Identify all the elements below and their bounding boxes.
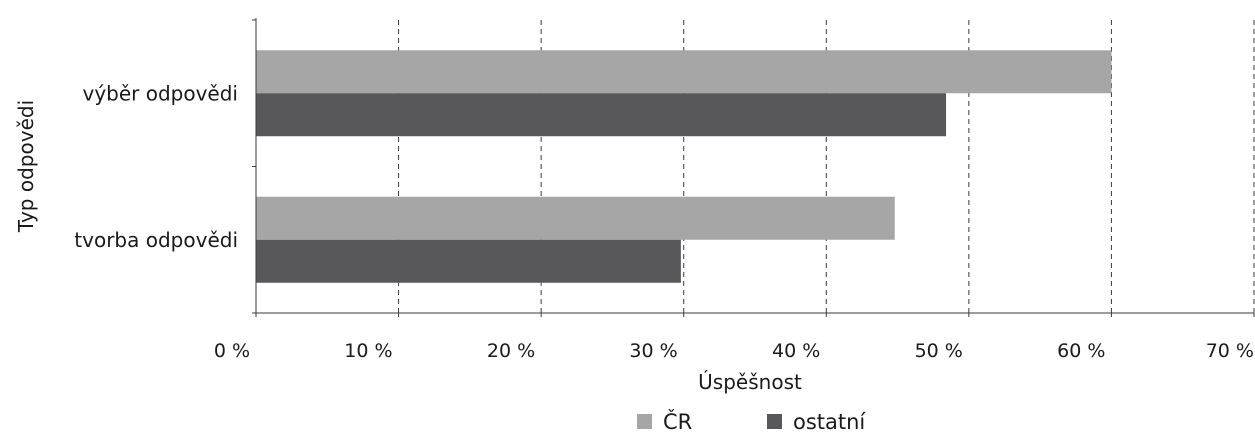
y-axis-title: Typ odpovědi <box>14 100 38 233</box>
legend: ČR ostatní <box>637 409 866 432</box>
category-label-vyber: výběr odpovědi <box>82 81 238 105</box>
bars <box>256 50 1112 283</box>
x-tick-label-40: 40 % <box>772 340 820 362</box>
bar-ostatni-vyber <box>256 93 947 137</box>
axes <box>252 18 1255 317</box>
x-tick-labels: 0 % 10 % 20 % 30 % 40 % 50 % 60 % 70 % <box>214 340 1254 362</box>
bar-cr-vyber <box>256 50 1112 94</box>
x-tick-label-70: 70 % <box>1206 340 1254 362</box>
legend-label-cr: ČR <box>663 409 692 432</box>
x-tick-label-10: 10 % <box>344 340 392 362</box>
x-tick-label-30: 30 % <box>629 340 677 362</box>
x-tick-label-0: 0 % <box>214 340 250 362</box>
x-tick-label-60: 60 % <box>1057 340 1105 362</box>
bar-ostatni-tvorba <box>256 239 681 283</box>
category-labels: výběr odpovědi tvorba odpovědi <box>74 81 238 252</box>
legend-swatch-ostatni <box>767 414 782 429</box>
category-label-tvorba: tvorba odpovědi <box>74 228 238 252</box>
legend-swatch-cr <box>637 414 652 429</box>
x-tick-label-50: 50 % <box>915 340 963 362</box>
bar-cr-tvorba <box>256 196 895 240</box>
x-axis-title: Úspěšnost <box>698 370 802 394</box>
legend-label-ostatni: ostatní <box>793 410 866 432</box>
x-tick-label-20: 20 % <box>487 340 535 362</box>
